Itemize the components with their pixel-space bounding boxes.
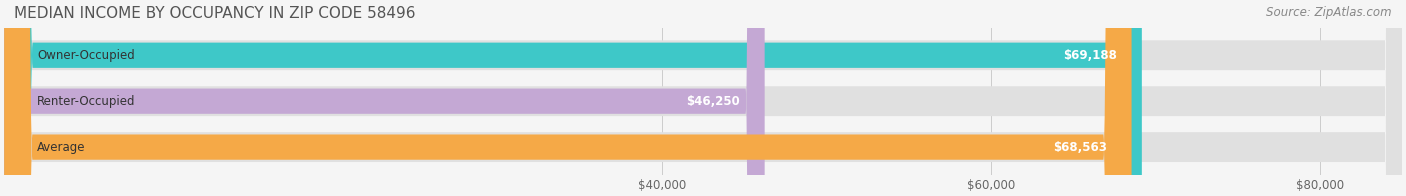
FancyBboxPatch shape (4, 0, 1402, 196)
FancyBboxPatch shape (4, 0, 1402, 196)
Text: Owner-Occupied: Owner-Occupied (37, 49, 135, 62)
Text: $68,563: $68,563 (1053, 141, 1107, 154)
Text: Average: Average (37, 141, 86, 154)
FancyBboxPatch shape (4, 0, 1132, 196)
Text: $46,250: $46,250 (686, 95, 740, 108)
Text: MEDIAN INCOME BY OCCUPANCY IN ZIP CODE 58496: MEDIAN INCOME BY OCCUPANCY IN ZIP CODE 5… (14, 6, 416, 21)
FancyBboxPatch shape (4, 0, 1142, 196)
FancyBboxPatch shape (4, 0, 1402, 196)
Text: Renter-Occupied: Renter-Occupied (37, 95, 135, 108)
Text: $69,188: $69,188 (1063, 49, 1118, 62)
Text: Source: ZipAtlas.com: Source: ZipAtlas.com (1267, 6, 1392, 19)
FancyBboxPatch shape (4, 0, 765, 196)
